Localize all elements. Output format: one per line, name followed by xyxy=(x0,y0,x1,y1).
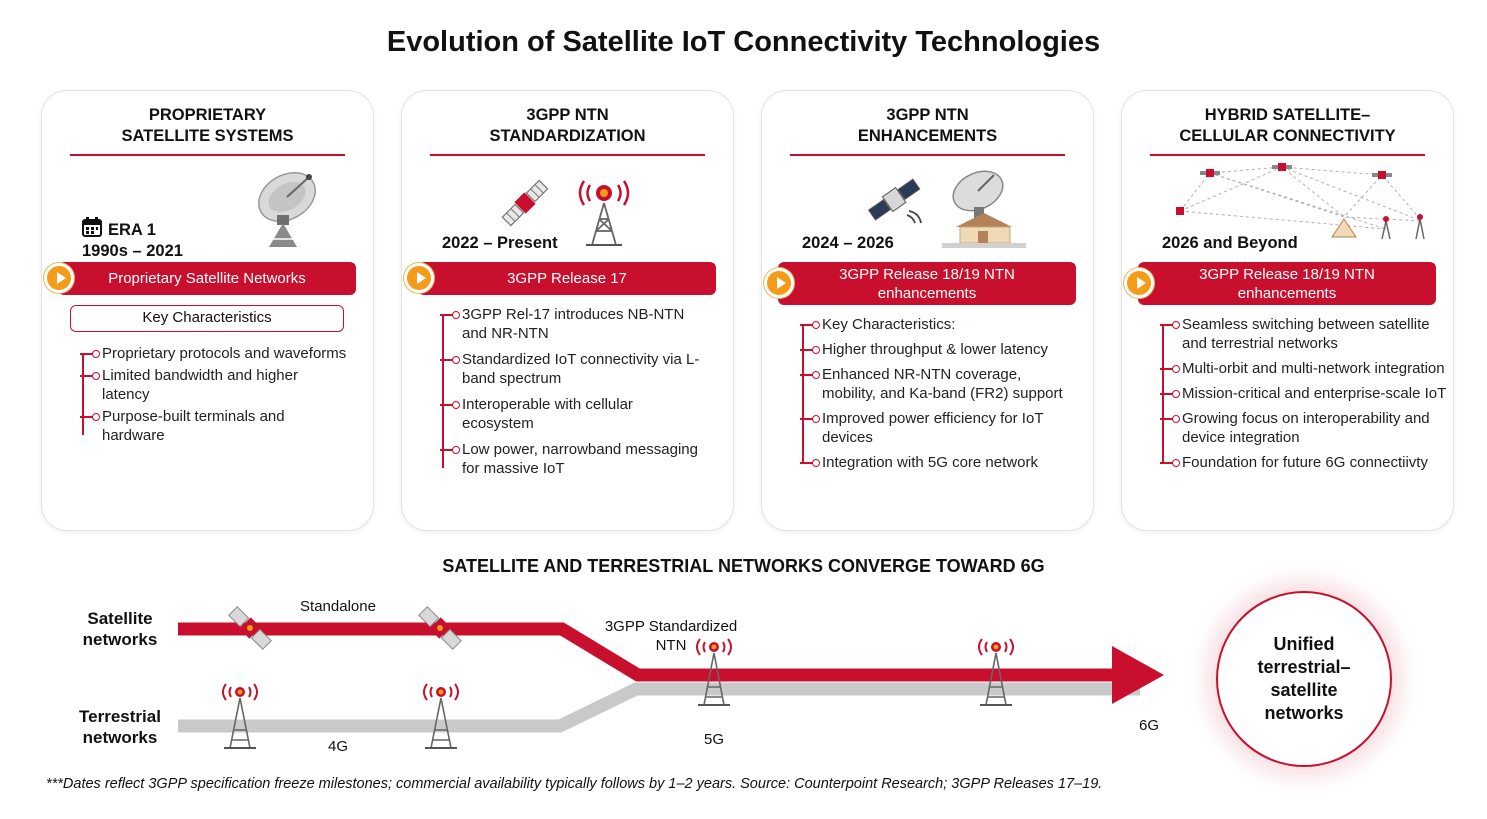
release-banner: 3GPP Release 18/19 NTN enhancements xyxy=(1124,262,1436,305)
era-label: ERA 1 xyxy=(108,221,156,239)
era-dates: 1990s – 2021 xyxy=(82,242,183,260)
cell-tower-icon xyxy=(222,683,258,749)
calendar-icon xyxy=(82,217,102,237)
cell-tower-icon xyxy=(978,638,1014,706)
footnote: ***Dates reflect 3GPP specification free… xyxy=(46,776,1103,792)
list-item: Enhanced NR-NTN coverage, mobility, and … xyxy=(798,365,1068,403)
card-divider xyxy=(1150,154,1425,156)
convergence-title: SATELLITE AND TERRESTRIAL NETWORKS CONVE… xyxy=(442,556,1045,576)
era-dates: 2022 – Present xyxy=(442,234,558,252)
list-item: Improved power efficiency for IoT device… xyxy=(798,409,1068,447)
play-icon xyxy=(764,268,794,298)
list-item: Limited bandwidth and higher latency xyxy=(78,366,348,404)
list-item: Foundation for future 6G connectiivty xyxy=(1158,453,1448,472)
card-heading: 3GPP NTN ENHANCEMENTS xyxy=(857,106,998,145)
bullet-list: Key Characteristics: Higher throughput &… xyxy=(798,315,1068,472)
release-banner: Proprietary Satellite Networks xyxy=(44,262,356,295)
release-banner: 3GPP Release 18/19 NTN enhancements xyxy=(764,262,1076,305)
play-icon xyxy=(1124,268,1154,298)
card-ntn-standardization: 3GPP NTN STANDARDIZATION 2022 – Present … xyxy=(401,90,734,531)
terrestrial-track xyxy=(178,682,1140,733)
cell-tower-icon xyxy=(696,638,732,706)
card-divider xyxy=(430,154,705,156)
era-dates: 2026 and Beyond xyxy=(1162,234,1298,252)
ground-station-icon xyxy=(942,170,1026,248)
list-item: Multi-orbit and multi-network integratio… xyxy=(1158,359,1448,378)
bullet-list: 3GPP Rel-17 introduces NB-NTN and NR-NTN… xyxy=(438,305,708,478)
card-divider xyxy=(70,154,345,156)
card-proprietary: PROPRIETARY SATELLITE SYSTEMS ERA 1 1990… xyxy=(41,90,374,531)
satellite-icon xyxy=(418,606,462,650)
cell-tower-icon xyxy=(423,683,459,749)
label-6g: 6G xyxy=(1138,717,1159,734)
list-item: Integration with 5G core network xyxy=(798,453,1068,472)
page-title: Evolution of Satellite IoT Connectivity … xyxy=(386,26,1101,58)
satellite-icon xyxy=(867,178,922,224)
cell-tower-icon xyxy=(578,180,630,246)
list-item: Growing focus on interoperability and de… xyxy=(1158,409,1448,447)
banner-label: 3GPP Release 18/19 NTN enhancements xyxy=(839,265,1015,302)
card-heading: PROPRIETARY SATELLITE SYSTEMS xyxy=(121,106,294,145)
era-dates: 2024 – 2026 xyxy=(802,234,894,252)
play-icon xyxy=(404,263,434,293)
standalone-label: Standalone xyxy=(300,598,376,615)
list-item: Interoperable with cellular ecosystem xyxy=(438,395,708,433)
list-item: Higher throughput & lower latency xyxy=(798,340,1068,359)
list-item: Key Characteristics: xyxy=(798,315,1068,334)
terrestrial-networks-label: Terrestrial networks xyxy=(79,707,161,747)
card-heading: HYBRID SATELLITE– CELLULAR CONNECTIVITY xyxy=(1179,106,1396,145)
list-item: Mission-critical and enterprise-scale Io… xyxy=(1158,384,1448,403)
arrow-head xyxy=(1112,646,1164,704)
label-5g: 5G xyxy=(703,731,724,748)
satellite-networks-label: Satellite networks xyxy=(82,609,158,649)
list-item: Standardized IoT connectivity via L-band… xyxy=(438,350,708,388)
bullet-list: Seamless switching between satellite and… xyxy=(1158,315,1448,472)
list-item: Proprietary protocols and waveforms xyxy=(78,344,348,363)
era-block: ERA 1 1990s – 2021 xyxy=(82,217,183,262)
satellite-dish-icon xyxy=(258,172,316,247)
list-item: Purpose-built terminals and hardware xyxy=(78,407,348,445)
banner-label: Proprietary Satellite Networks xyxy=(108,270,306,287)
list-item: Seamless switching between satellite and… xyxy=(1158,315,1448,353)
card-divider xyxy=(790,154,1065,156)
banner-label: 3GPP Release 17 xyxy=(507,270,627,287)
card-heading: 3GPP NTN STANDARDIZATION xyxy=(489,106,646,145)
bullet-list: Proprietary protocols and waveforms Limi… xyxy=(78,344,348,445)
list-item: Low power, narrowband messaging for mass… xyxy=(438,440,708,478)
list-item: 3GPP Rel-17 introduces NB-NTN and NR-NTN xyxy=(438,305,708,343)
satellite-track xyxy=(178,622,1118,682)
card-hybrid: HYBRID SATELLITE– CELLULAR CONNECTIVITY … xyxy=(1121,90,1454,531)
network-mesh-icon xyxy=(1176,163,1425,240)
unified-label: Unified terrestrial– satellite networks xyxy=(1257,634,1351,723)
play-icon xyxy=(44,263,74,293)
satellite-icon xyxy=(501,179,549,227)
satellite-icon xyxy=(228,606,272,650)
release-banner: 3GPP Release 17 xyxy=(404,262,716,295)
ntn-label: 3GPP Standardized NTN xyxy=(604,618,738,654)
label-4g: 4G xyxy=(327,738,348,755)
unified-networks-circle: Unified terrestrial– satellite networks xyxy=(1216,591,1392,767)
key-characteristics-box: Key Characteristics xyxy=(70,305,344,332)
card-ntn-enhancements: 3GPP NTN ENHANCEMENTS 2024 – 2026 3GPP R… xyxy=(761,90,1094,531)
banner-label: 3GPP Release 18/19 NTN enhancements xyxy=(1199,265,1375,302)
